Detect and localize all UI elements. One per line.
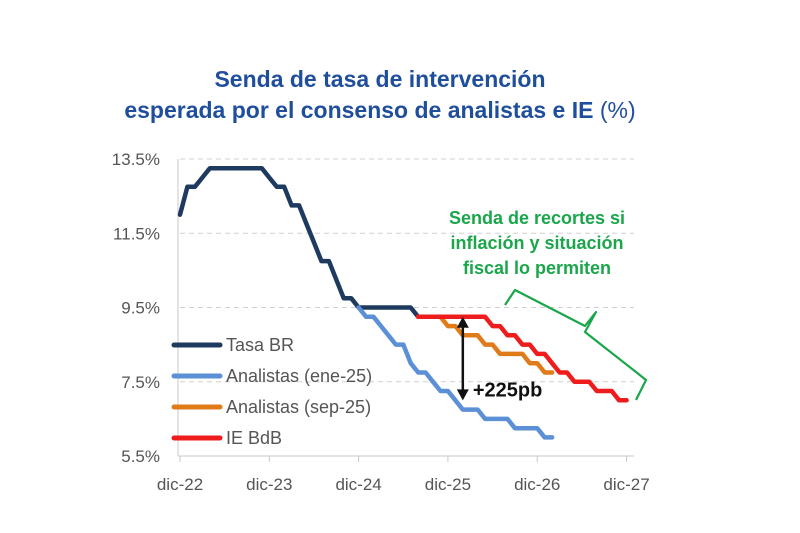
x-tick-label: dic-23 (246, 475, 292, 494)
y-tick-label: 5.5% (121, 447, 160, 466)
y-tick-label: 7.5% (121, 373, 160, 392)
x-tick-label: dic-26 (514, 475, 560, 494)
y-tick-label: 11.5% (113, 224, 160, 243)
chart-title-unit: (%) (599, 97, 636, 123)
y-tick-label: 13.5% (112, 150, 160, 169)
x-tick-label: dic-22 (157, 475, 203, 494)
chart-title-line-1: Senda de tasa de intervención (0, 66, 760, 93)
spread-arrow-head-down (456, 389, 469, 401)
cuts-annotation-line: fiscal lo permiten (463, 258, 611, 278)
cuts-annotation-line: Senda de recortes si (449, 208, 625, 228)
y-tick-label: 9.5% (121, 299, 160, 318)
series-line-tasa-br (177, 166, 421, 320)
series-line-ie-bdb (415, 314, 629, 403)
chart-title-line-2: esperada por el consenso de analistas e … (0, 97, 760, 124)
cuts-annotation-line: inflación y situación (450, 233, 623, 253)
legend-label: IE BdB (226, 428, 282, 448)
x-tick-label: dic-25 (425, 475, 471, 494)
legend-label: Analistas (sep-25) (226, 397, 371, 417)
spread-label: +225pb (473, 379, 542, 401)
chart-title-text-2: esperada por el consenso de analistas e … (124, 97, 594, 123)
legend-label: Tasa BR (226, 335, 294, 355)
axes: 13.5% 11.5% 9.5% 7.5% 5.5% dic-22 dic-23 dic-24… (112, 150, 650, 494)
spread-arrow-head-up (456, 316, 469, 328)
x-tick-label: dic-24 (335, 475, 381, 494)
series-lines (177, 166, 629, 440)
cuts-bracket (504, 288, 648, 401)
chart-title-text-1: Senda de tasa de intervención (214, 66, 546, 92)
legend: Tasa BR Analistas (ene-25) Analistas (sep-… (171, 335, 372, 448)
x-tick-label: dic-27 (603, 475, 649, 494)
series-line-analistas-ene-25 (356, 305, 555, 440)
annotations: +225pb Senda de recortes si inflación y si… (449, 208, 648, 401)
legend-label: Analistas (ene-25) (226, 366, 372, 386)
